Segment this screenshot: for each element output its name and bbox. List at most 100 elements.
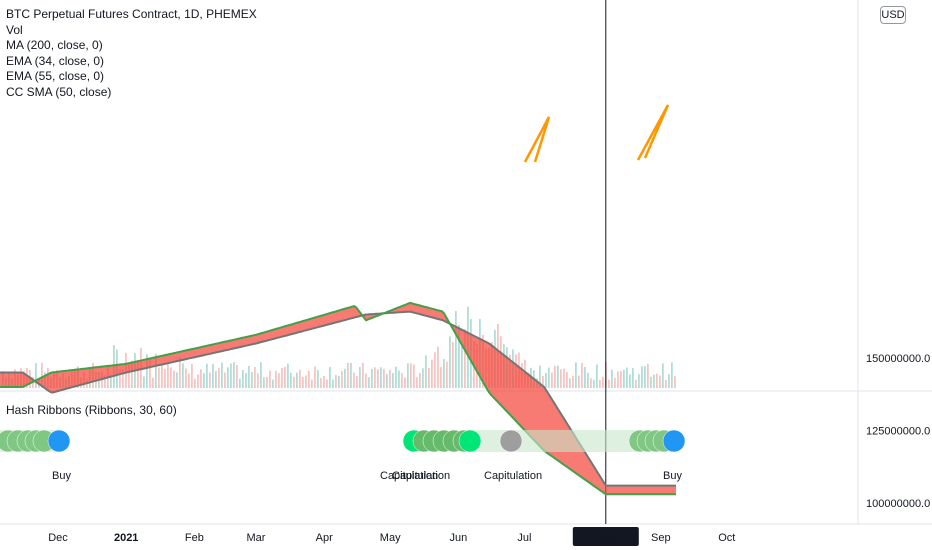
- volume-bar: [167, 363, 169, 388]
- volume-bar: [374, 367, 376, 388]
- volume-bar: [197, 374, 199, 388]
- volume-bar: [161, 365, 163, 388]
- volume-bar: [317, 370, 319, 388]
- volume-bar: [104, 375, 106, 388]
- volume-bar: [368, 377, 370, 388]
- volume-bar: [629, 374, 631, 388]
- volume-bar: [335, 374, 337, 388]
- volume-bar: [122, 369, 124, 388]
- volume-bar: [356, 376, 358, 388]
- time-tick-label: 2021: [114, 532, 138, 544]
- trendline-swing: [523, 116, 551, 163]
- time-tick-label: Jul: [517, 532, 531, 544]
- volume-bar: [230, 363, 232, 388]
- volume-bar: [620, 371, 622, 388]
- volume-bar: [137, 360, 139, 388]
- time-tick-label: Dec: [48, 532, 68, 544]
- volume-bar: [338, 375, 340, 388]
- volume-bar: [296, 372, 298, 388]
- volume-bar: [242, 370, 244, 388]
- volume-bar: [407, 363, 409, 388]
- volume-bar: [362, 362, 364, 388]
- volume-bar: [332, 379, 334, 388]
- volume-bar: [434, 352, 436, 388]
- time-tick-label: Mar: [247, 532, 266, 544]
- legend-ccsma: CC SMA (50, close): [6, 84, 112, 99]
- volume-bar: [182, 363, 184, 388]
- volume-bar: [233, 362, 235, 388]
- volume-bar: [359, 366, 361, 388]
- volume-bar: [449, 336, 451, 388]
- volume-bar: [236, 365, 238, 388]
- volume-bar: [464, 329, 466, 388]
- volume-bar: [284, 366, 286, 388]
- volume-bar: [272, 379, 274, 388]
- volume-bar: [632, 368, 634, 388]
- volume-bar: [170, 367, 172, 388]
- volume-bar: [131, 360, 133, 388]
- volume-bar: [641, 366, 643, 388]
- volume-bar: [572, 375, 574, 388]
- volume-bar: [542, 375, 544, 388]
- volume-bar: [674, 376, 676, 388]
- volume-bar: [386, 373, 388, 388]
- volume-bar: [323, 375, 325, 388]
- trendline-swing: [643, 104, 670, 159]
- volume-bar: [440, 367, 442, 388]
- volume-bar: [419, 372, 421, 388]
- volume-bar: [143, 376, 145, 388]
- volume-bar: [659, 375, 661, 388]
- capitulation-circle: [499, 429, 523, 453]
- legend-ema34: EMA (34, close, 0): [6, 53, 105, 68]
- volume-bar: [410, 363, 412, 388]
- volume-bar: [326, 379, 328, 388]
- volume-bar: [623, 369, 625, 388]
- ribbon-tick-label: 100000000.0: [866, 498, 930, 510]
- currency-button[interactable]: USD: [880, 6, 906, 24]
- trendline-swing: [533, 116, 551, 163]
- volume-bar: [413, 364, 415, 388]
- time-tick-label: May: [380, 532, 401, 544]
- volume-bar: [350, 362, 352, 388]
- date-badge-label: 07 Aug '21: [580, 532, 632, 544]
- hash-ribbons-legend: Hash Ribbons (Ribbons, 30, 60): [6, 403, 177, 417]
- ribbon-fill: [0, 302, 676, 495]
- volume-bar: [392, 372, 394, 388]
- volume-bar: [611, 369, 613, 388]
- volume-bar: [647, 363, 649, 388]
- volume-bar: [281, 368, 283, 388]
- volume-bar: [377, 369, 379, 388]
- volume-bar: [539, 365, 541, 388]
- volume-bar: [548, 367, 550, 388]
- volume-bar: [404, 377, 406, 388]
- time-tick-label: Sep: [651, 532, 671, 544]
- volume-bar: [128, 362, 130, 388]
- volume-bar: [194, 378, 196, 388]
- volume-bar: [422, 368, 424, 388]
- volume-bar: [425, 355, 427, 388]
- volume-bar: [557, 365, 559, 388]
- volume-bar: [308, 370, 310, 388]
- ribbon-band: [470, 430, 675, 452]
- ribbon-tick-label: 125000000.0: [866, 426, 930, 438]
- volume-bar: [584, 366, 586, 388]
- volume-bar: [566, 371, 568, 388]
- volume-bar: [578, 375, 580, 388]
- volume-bar: [638, 374, 640, 388]
- volume-bar: [266, 376, 268, 388]
- volume-bar: [599, 379, 601, 388]
- volume-bar: [146, 354, 148, 388]
- volume-bar: [218, 367, 220, 388]
- volume-bar: [455, 311, 457, 388]
- time-tick-label: Apr: [316, 532, 333, 544]
- volume-bar: [221, 362, 223, 388]
- legend-vol: Vol: [6, 22, 23, 37]
- volume-bar: [428, 367, 430, 388]
- volume-bar: [341, 371, 343, 388]
- volume-bar: [653, 374, 655, 388]
- volume-bar: [545, 373, 547, 388]
- volume-bar: [149, 359, 151, 388]
- volume-bar: [260, 362, 262, 388]
- chart-legend: BTC Perpetual Futures Contract, 1D, PHEM…: [6, 7, 257, 101]
